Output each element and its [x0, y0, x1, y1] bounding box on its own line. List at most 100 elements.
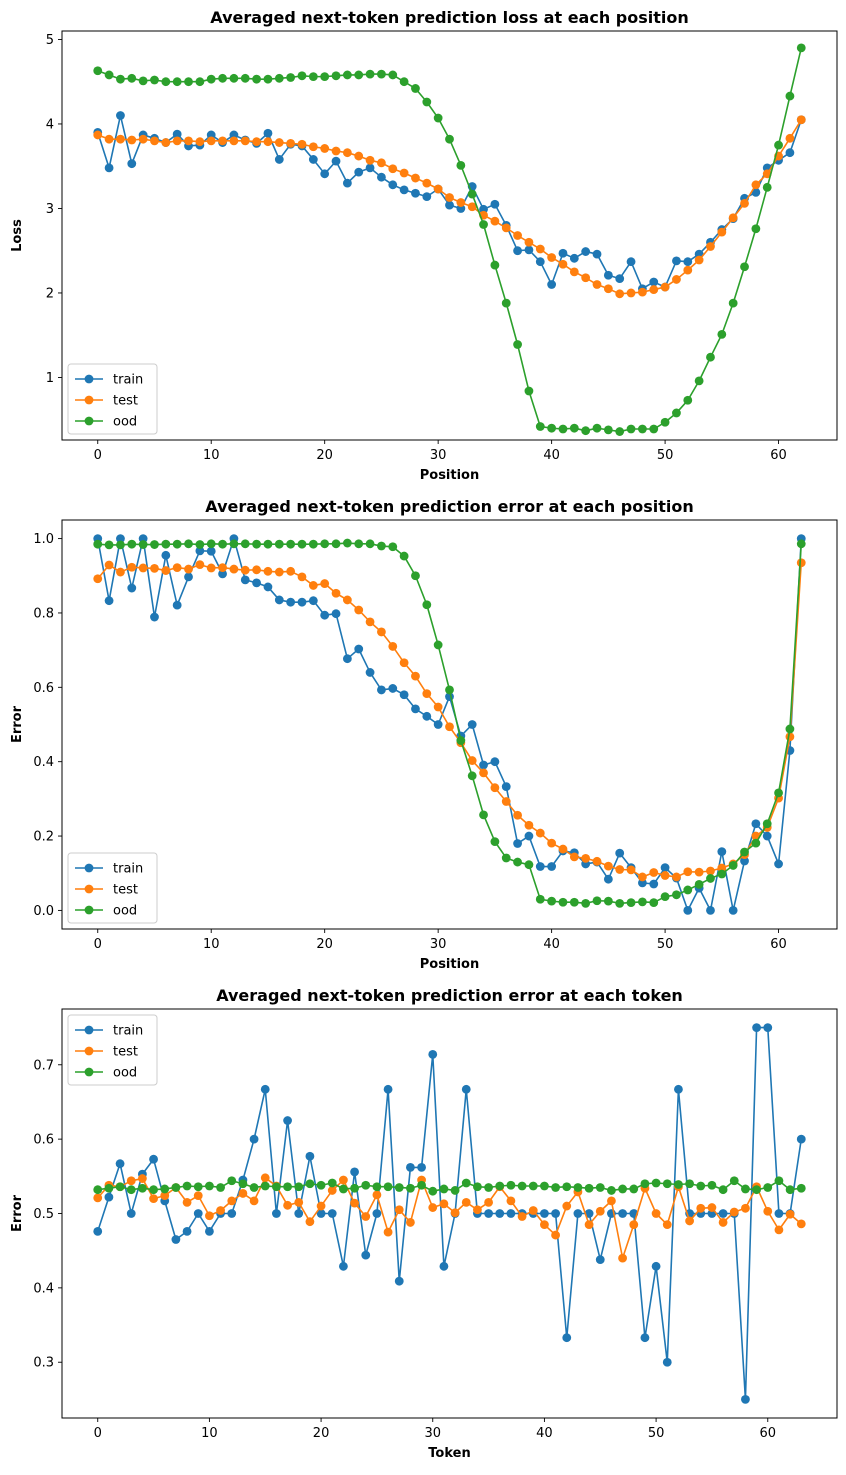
data-point-test — [238, 1189, 248, 1198]
data-point-ood — [127, 73, 137, 83]
data-point-train — [752, 1023, 761, 1032]
data-point-test — [422, 178, 432, 188]
data-point-test — [685, 1216, 694, 1226]
data-point-ood — [506, 1180, 516, 1190]
data-point-ood — [584, 1183, 594, 1193]
data-point-ood — [184, 539, 193, 549]
data-point-train — [377, 685, 386, 695]
x-tick-label: 40 — [543, 937, 560, 952]
data-point-ood — [558, 424, 568, 434]
data-point-test — [694, 867, 704, 877]
data-point-test — [706, 242, 715, 251]
data-point-ood — [595, 1183, 605, 1192]
data-point-test — [205, 1211, 214, 1221]
data-point-test — [229, 136, 239, 146]
y-tick-label: 1.0 — [33, 532, 54, 547]
data-point-train — [286, 597, 296, 607]
data-point-ood — [626, 424, 636, 434]
data-point-test — [706, 866, 715, 876]
data-point-train — [562, 1333, 572, 1343]
data-point-test — [439, 1199, 449, 1209]
data-point-ood — [672, 890, 681, 900]
data-point-ood — [263, 74, 273, 84]
series-ood — [93, 1176, 806, 1196]
data-point-train — [595, 1255, 605, 1265]
plot-data — [93, 534, 806, 915]
data-point-ood — [484, 1183, 493, 1192]
data-point-train — [294, 1209, 304, 1218]
data-point-ood — [740, 262, 749, 272]
data-point-test — [227, 1196, 237, 1206]
data-point-test — [445, 722, 454, 732]
data-point-train — [172, 600, 182, 610]
data-point-ood — [535, 422, 545, 431]
data-point-ood — [138, 540, 148, 549]
data-point-ood — [354, 70, 364, 80]
data-point-train — [339, 1261, 348, 1271]
data-point-test — [406, 1218, 415, 1227]
data-point-test — [484, 1197, 493, 1207]
data-point-train — [683, 257, 693, 267]
data-point-ood — [660, 892, 670, 902]
plot-frame — [61, 30, 838, 441]
y-tick-label: 4 — [46, 117, 54, 132]
data-point-train — [445, 200, 454, 210]
data-point-test — [354, 151, 364, 161]
data-point-test — [286, 138, 296, 148]
data-point-train — [774, 859, 783, 869]
data-point-ood — [377, 541, 386, 551]
data-point-test — [182, 1197, 192, 1207]
data-point-test — [320, 579, 330, 588]
data-point-test — [547, 253, 557, 262]
data-point-train — [569, 253, 579, 263]
data-point-test — [717, 227, 727, 237]
data-point-train — [115, 1159, 125, 1169]
data-point-ood — [93, 539, 103, 549]
data-point-test — [93, 1193, 103, 1203]
legend-marker-ood — [84, 416, 94, 426]
data-point-test — [672, 275, 681, 284]
data-point-train — [741, 1395, 750, 1404]
data-point-ood — [638, 424, 647, 434]
data-point-ood — [252, 539, 261, 549]
data-point-train — [683, 906, 693, 915]
legend-label-test: test — [113, 883, 138, 898]
data-point-train — [540, 1209, 549, 1218]
data-point-train — [104, 1192, 114, 1202]
data-point-train — [651, 1261, 661, 1271]
data-point-ood — [445, 134, 454, 144]
data-point-train — [150, 612, 159, 622]
data-point-ood — [339, 1184, 348, 1194]
data-point-train — [428, 1049, 438, 1059]
x-tick-label: 40 — [536, 1426, 553, 1441]
data-point-test — [696, 1203, 706, 1213]
data-point-test — [461, 1197, 471, 1207]
data-point-test — [595, 1206, 605, 1216]
data-point-ood — [394, 1183, 404, 1192]
legend-marker-train — [84, 863, 94, 873]
data-point-train — [316, 1209, 326, 1218]
data-point-train — [672, 256, 681, 266]
data-point-test — [607, 1196, 616, 1206]
data-point-ood — [297, 71, 307, 81]
data-point-ood — [365, 69, 375, 79]
data-point-ood — [662, 1179, 672, 1189]
data-point-ood — [706, 352, 715, 362]
data-point-ood — [479, 220, 488, 229]
data-point-test — [161, 566, 171, 575]
data-point-train — [354, 644, 364, 654]
data-point-ood — [774, 1176, 784, 1186]
plot-frame — [61, 519, 838, 930]
data-point-ood — [740, 847, 749, 857]
x-axis-label: Position — [420, 468, 480, 483]
data-point-test — [558, 844, 568, 854]
data-point-test — [651, 1209, 661, 1218]
data-point-train — [308, 155, 318, 164]
x-tick-label: 30 — [424, 1426, 441, 1441]
data-point-train — [320, 610, 330, 620]
x-tick-label: 0 — [94, 1426, 102, 1441]
data-point-ood — [785, 91, 795, 101]
data-point-train — [626, 257, 636, 267]
data-point-ood — [127, 539, 137, 549]
data-point-train — [603, 270, 613, 280]
